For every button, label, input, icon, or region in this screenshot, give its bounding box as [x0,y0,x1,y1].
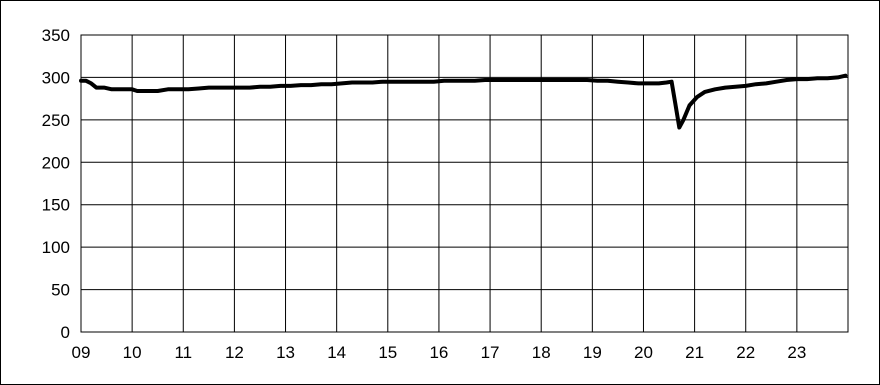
x-tick-label: 22 [736,343,755,362]
x-tick-label: 14 [327,343,346,362]
x-tick-label: 18 [532,343,551,362]
x-tick-label: 19 [583,343,602,362]
x-tick-label: 23 [787,343,806,362]
y-tick-label: 350 [42,26,70,45]
x-tick-label: 09 [72,343,91,362]
x-tick-label: 17 [481,343,500,362]
y-tick-label: 0 [61,323,70,342]
y-axis-tick-labels: 0 50 100 150 200 250 300 350 [42,26,70,342]
x-tick-label: 12 [225,343,244,362]
y-tick-label: 300 [42,68,70,87]
plot-border-group [80,34,849,333]
x-tick-label: 10 [123,343,142,362]
x-axis-tick-labels: 09 10 11 12 13 14 15 16 17 18 19 20 21 22 23 [72,343,807,362]
y-tick-label: 150 [42,196,70,215]
series-line [79,73,848,130]
plot-area-border [80,34,849,333]
x-tick-label: 16 [429,343,448,362]
x-tick-label: 15 [378,343,397,362]
y-tick-label: 250 [42,111,70,130]
x-tick-label: 11 [174,343,192,362]
x-tick-label: 13 [276,343,295,362]
x-tick-label: 21 [685,343,704,362]
x-tick-label: 20 [634,343,653,362]
y-tick-label: 50 [51,281,70,300]
series-group [79,73,848,130]
y-tick-label: 200 [42,153,70,172]
y-tick-label: 100 [42,238,70,257]
